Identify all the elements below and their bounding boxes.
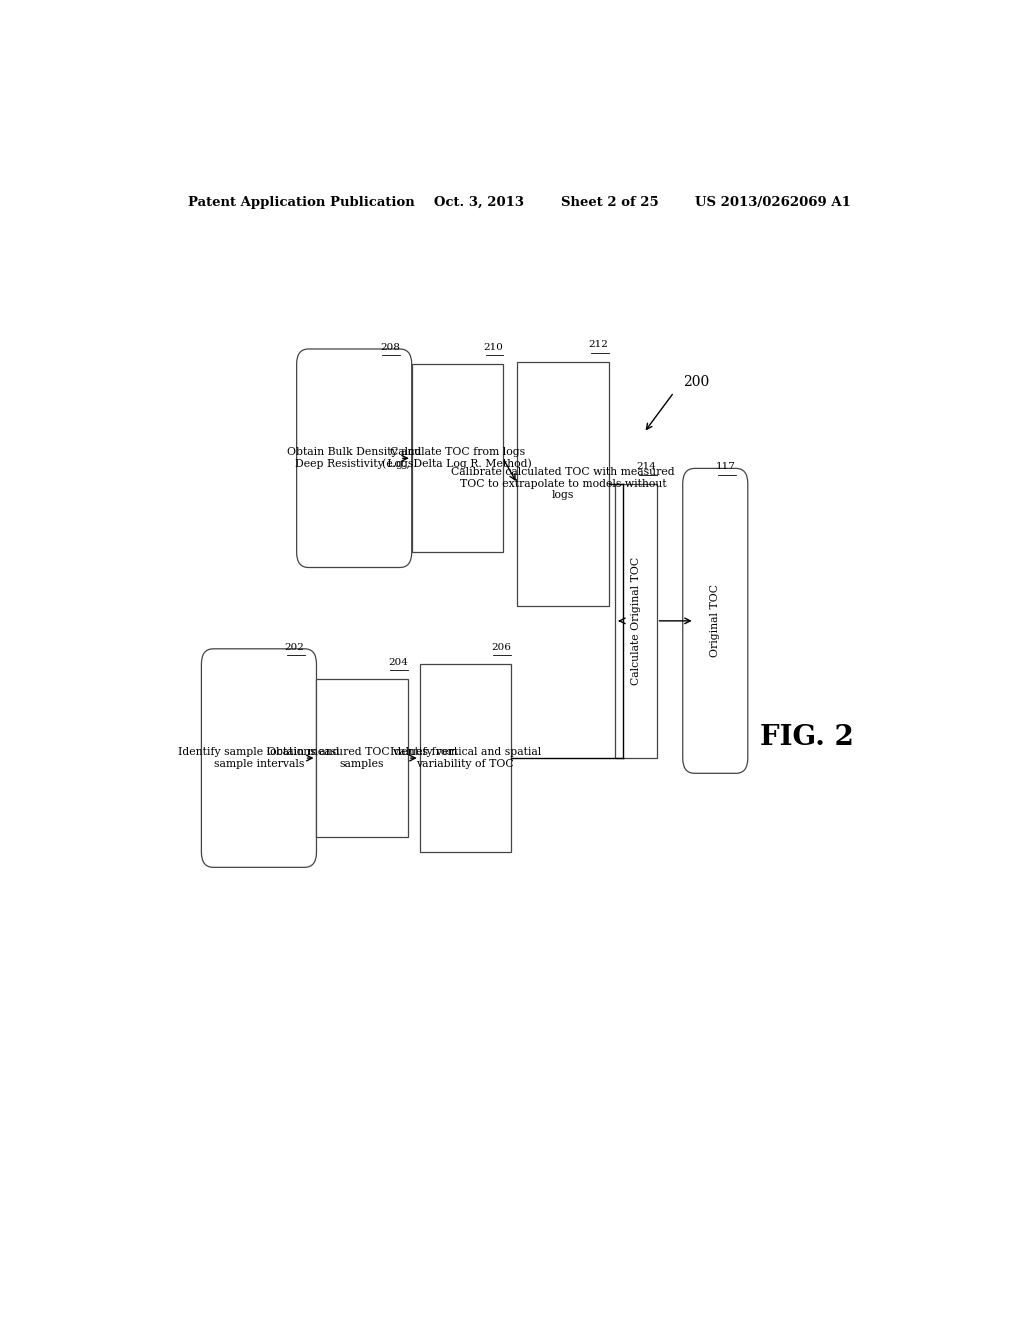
- Text: 117: 117: [716, 462, 736, 471]
- FancyBboxPatch shape: [420, 664, 511, 853]
- Text: 202: 202: [285, 643, 304, 652]
- Text: 214: 214: [637, 462, 656, 471]
- Text: Obtain Bulk Density and
Deep Resistivity Logs: Obtain Bulk Density and Deep Resistivity…: [287, 447, 421, 469]
- Text: Identify sample locations and
sample intervals: Identify sample locations and sample int…: [178, 747, 340, 768]
- Text: Oct. 3, 2013: Oct. 3, 2013: [433, 195, 523, 209]
- Text: Sheet 2 of 25: Sheet 2 of 25: [560, 195, 658, 209]
- FancyBboxPatch shape: [517, 362, 608, 606]
- Text: 208: 208: [380, 343, 399, 352]
- Text: Calculate TOC from logs
(e.g., Delta Log R. Method): Calculate TOC from logs (e.g., Delta Log…: [383, 447, 532, 470]
- Text: 212: 212: [589, 341, 608, 350]
- FancyBboxPatch shape: [316, 680, 408, 837]
- FancyBboxPatch shape: [202, 649, 316, 867]
- FancyBboxPatch shape: [297, 348, 412, 568]
- Text: Calculate Original TOC: Calculate Original TOC: [631, 557, 641, 685]
- Text: 210: 210: [483, 343, 503, 352]
- Text: Original TOC: Original TOC: [711, 585, 720, 657]
- Text: Patent Application Publication: Patent Application Publication: [187, 195, 415, 209]
- FancyBboxPatch shape: [683, 469, 748, 774]
- Text: Calibrate calculated TOC with measured
TOC to extrapolate to models without
logs: Calibrate calculated TOC with measured T…: [452, 467, 675, 500]
- Text: Identify vertical and spatial
variability of TOC: Identify vertical and spatial variabilit…: [390, 747, 541, 768]
- Text: FIG. 2: FIG. 2: [760, 725, 853, 751]
- Text: Obtain measured TOC values from
samples: Obtain measured TOC values from samples: [267, 747, 458, 768]
- FancyBboxPatch shape: [412, 364, 503, 552]
- FancyBboxPatch shape: [615, 483, 656, 758]
- Text: 206: 206: [492, 643, 511, 652]
- Text: 204: 204: [388, 659, 408, 667]
- Text: US 2013/0262069 A1: US 2013/0262069 A1: [695, 195, 851, 209]
- Text: 200: 200: [684, 375, 710, 389]
